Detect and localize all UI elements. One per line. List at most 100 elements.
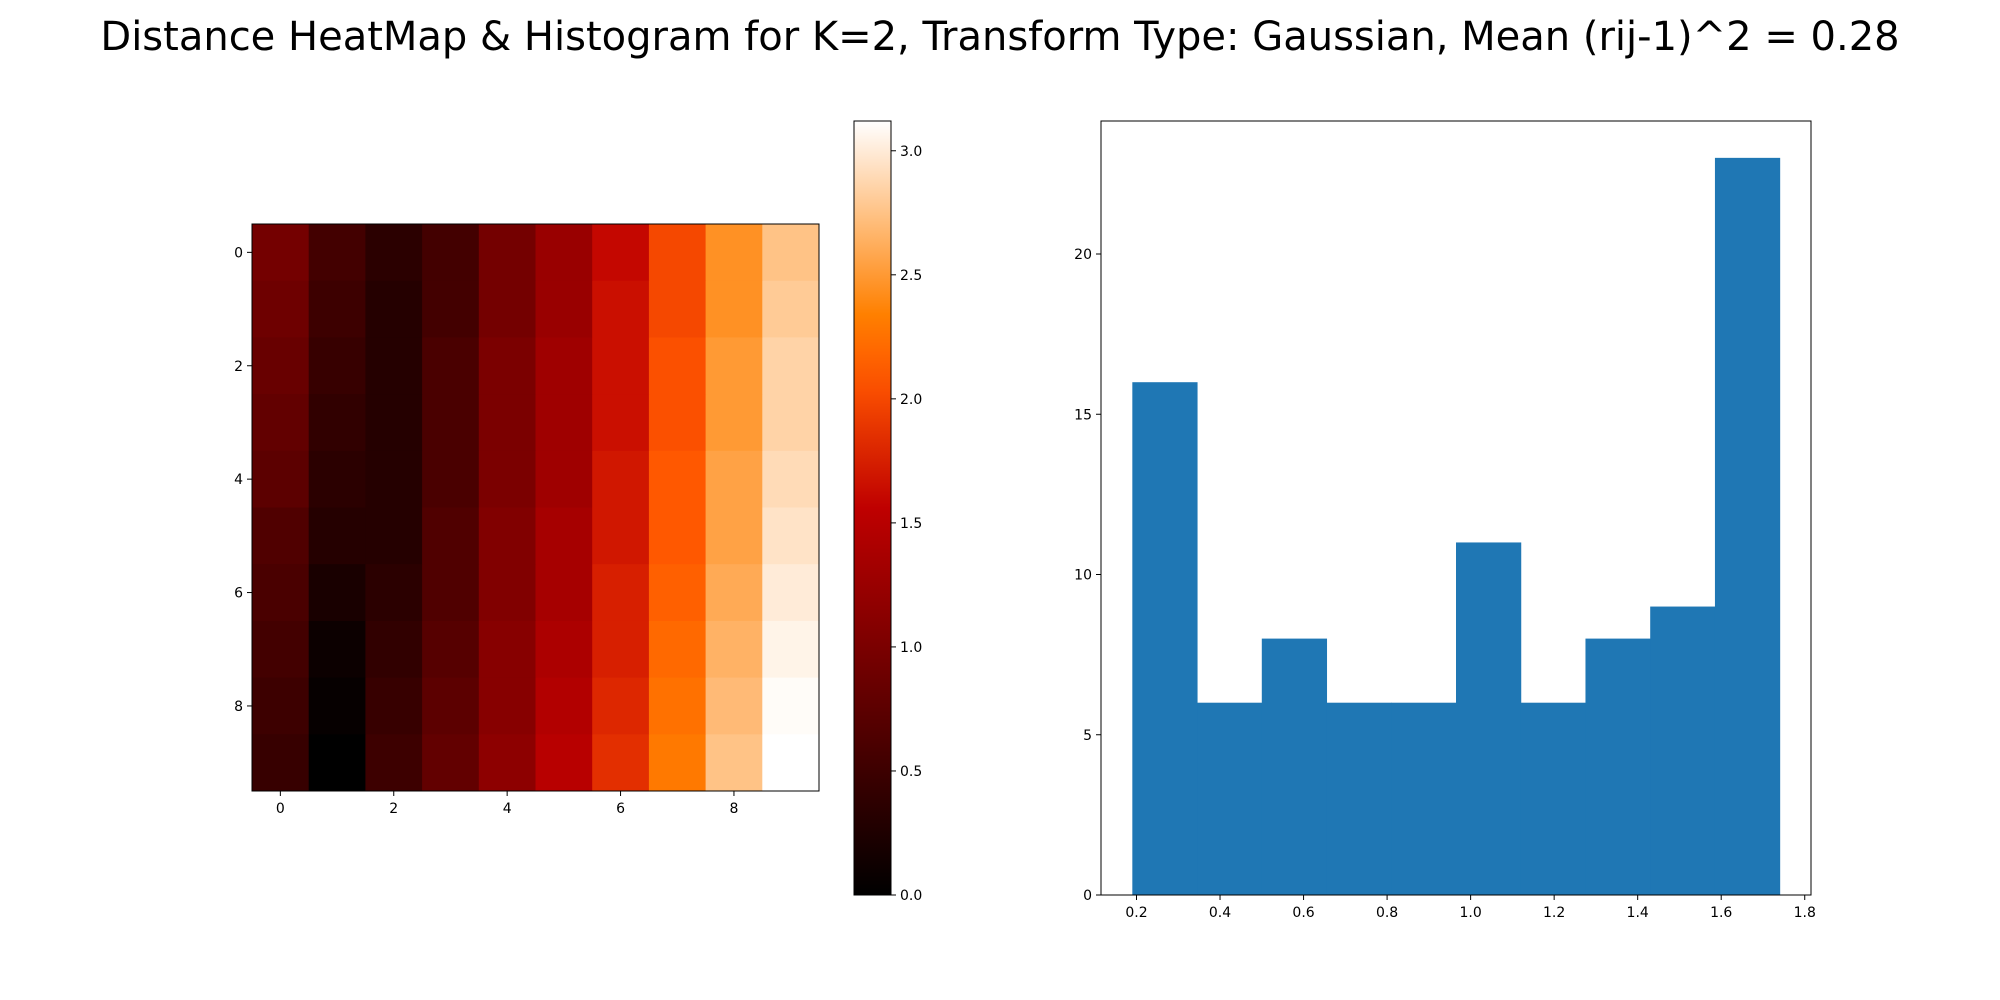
colorbar-tick-label: 1.5 [900, 516, 922, 532]
heatmap-cell [705, 507, 763, 565]
heatmap-cell [478, 734, 536, 792]
heatmap-x-tick-label: 0 [276, 801, 285, 817]
heatmap-cell [478, 337, 536, 395]
heatmap-cell [365, 507, 423, 565]
heatmap-cell [705, 450, 763, 508]
colorbar-gradient [854, 121, 891, 895]
heatmap-cell [422, 564, 480, 622]
heatmap-cell [648, 337, 707, 395]
heatmap-cell [705, 620, 763, 679]
histogram-y-tick-label: 10 [1074, 568, 1092, 584]
heatmap-cell [365, 224, 423, 282]
heatmap-cell [535, 394, 593, 452]
heatmap-y-tick-label: 6 [234, 586, 243, 602]
heatmap-cell [648, 564, 707, 622]
heatmap-cell [648, 677, 707, 735]
histogram-bar [1520, 702, 1586, 895]
histogram-bar [1585, 638, 1651, 895]
heatmap-cell [535, 564, 593, 622]
heatmap-y-tick-label: 2 [234, 359, 243, 375]
heatmap-cell [252, 280, 310, 338]
heatmap-cell [535, 677, 593, 735]
heatmap-cell [365, 620, 423, 679]
heatmap-cell [705, 224, 763, 282]
heatmap-cell [478, 507, 536, 565]
heatmap-x-tick-label: 4 [503, 801, 512, 817]
colorbar-panel: 0.0 0.5 1.0 1.5 2.0 2.5 3.0 [853, 120, 922, 904]
heatmap-cell [705, 337, 763, 395]
histogram-x-tick-label: 0.2 [1125, 905, 1147, 921]
heatmap-cell [252, 337, 310, 395]
heatmap-cell [365, 734, 423, 792]
heatmap-cell [422, 450, 480, 508]
heatmap-cell [762, 224, 820, 282]
heatmap-cell [535, 450, 593, 508]
heatmap-cell [478, 564, 536, 622]
heatmap-cell [648, 450, 707, 508]
heatmap-cell [308, 450, 366, 508]
heatmap-x-tick-label: 8 [729, 801, 738, 817]
heatmap-frame [251, 223, 820, 792]
heatmap-cell [252, 620, 310, 679]
histogram-y-tick-label: 15 [1074, 407, 1092, 423]
heatmap-cell [705, 677, 763, 735]
heatmap-cell [308, 564, 366, 622]
heatmap-cell [365, 280, 423, 338]
histogram-bar [1456, 542, 1522, 895]
colorbar-tick-label: 0.5 [900, 764, 922, 780]
histogram-frame [1100, 120, 1812, 896]
heatmap-cell [648, 394, 707, 452]
heatmap-cell [535, 337, 593, 395]
heatmap-cell [478, 224, 536, 282]
heatmap-axes: 0 2 4 6 8 0 2 4 6 8 [234, 245, 738, 817]
heatmap-cell [422, 224, 480, 282]
heatmap-x-tick-label: 2 [389, 801, 398, 817]
heatmap-y-tick-label: 4 [234, 472, 243, 488]
histogram-bar [1326, 702, 1392, 895]
heatmap-cell [705, 564, 763, 622]
heatmap-cell [592, 620, 650, 679]
heatmap-cell [762, 280, 820, 338]
heatmap-cell [592, 224, 650, 282]
histogram-bar [1261, 638, 1328, 895]
heatmap-cell [535, 620, 593, 679]
heatmap-cell [422, 280, 480, 338]
histogram-x-tick-label: 1.6 [1710, 905, 1732, 921]
heatmap-cell [252, 450, 310, 508]
heatmap-cell [422, 620, 480, 679]
heatmap-cell [422, 337, 480, 395]
histogram-bars [1132, 157, 1781, 895]
heatmap-cell [478, 620, 536, 679]
heatmap-cell [592, 564, 650, 622]
heatmap-cell [705, 734, 763, 792]
heatmap-cell [422, 507, 480, 565]
heatmap-cell [648, 280, 707, 338]
heatmap-cell [592, 280, 650, 338]
heatmap-cell [252, 677, 310, 735]
heatmap-cell [252, 734, 310, 792]
histogram-bar [1197, 702, 1263, 895]
histogram-x-tick-label: 1.4 [1627, 905, 1649, 921]
heatmap-cells [252, 224, 820, 792]
heatmap-cell [308, 280, 366, 338]
heatmap-cell [762, 450, 820, 508]
histogram-panel: 0.2 0.4 0.6 0.8 1.0 1.2 1.4 1.6 1.8 0 5 10 15 20 [1074, 120, 1816, 921]
histogram-bar [1714, 157, 1781, 895]
histogram-x-tick-label: 1.0 [1459, 905, 1481, 921]
heatmap-cell [535, 734, 593, 792]
heatmap-x-tick-label: 6 [616, 801, 625, 817]
heatmap-cell [478, 450, 536, 508]
heatmap-cell [762, 564, 820, 622]
histogram-axes: 0.2 0.4 0.6 0.8 1.0 1.2 1.4 1.6 1.8 0 5 10 15 20 [1074, 247, 1816, 921]
heatmap-cell [592, 337, 650, 395]
histogram-bar [1391, 702, 1457, 895]
histogram-x-tick-label: 0.4 [1209, 905, 1231, 921]
histogram-x-tick-label: 0.8 [1376, 905, 1398, 921]
colorbar-tick-label: 0.0 [900, 888, 922, 904]
heatmap-cell [365, 677, 423, 735]
colorbar-tick-label: 2.0 [900, 392, 922, 408]
heatmap-cell [252, 507, 310, 565]
histogram-y-tick-label: 0 [1083, 888, 1092, 904]
heatmap-cell [705, 394, 763, 452]
heatmap-cell [252, 224, 310, 282]
